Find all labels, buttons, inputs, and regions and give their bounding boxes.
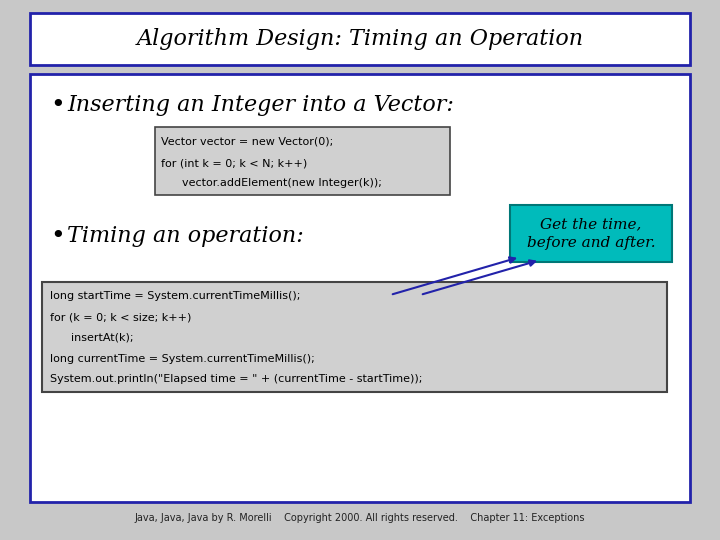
Text: Java, Java, Java by R. Morelli    Copyright 2000. All rights reserved.    Chapte: Java, Java, Java by R. Morelli Copyright…: [135, 513, 585, 523]
Bar: [42, 282, 667, 392]
Text: •: •: [50, 93, 65, 117]
Text: long startTime = System.currentTimeMillis();: long startTime = System.currentTimeMilli…: [50, 291, 300, 301]
Text: long currentTime = System.currentTimeMillis();: long currentTime = System.currentTimeMil…: [50, 354, 315, 364]
Text: System.out.println("Elapsed time = " + (currentTime - startTime));: System.out.println("Elapsed time = " + (…: [50, 374, 423, 384]
Bar: [30, 74, 690, 502]
Text: insertAt(k);: insertAt(k);: [50, 333, 133, 343]
Text: Inserting an Integer into a Vector:: Inserting an Integer into a Vector:: [67, 94, 454, 116]
Text: Vector vector = new Vector(0);: Vector vector = new Vector(0);: [161, 137, 333, 147]
Bar: [510, 205, 672, 262]
Text: for (int k = 0; k < N; k++): for (int k = 0; k < N; k++): [161, 159, 307, 169]
Bar: [30, 13, 690, 65]
Text: for (k = 0; k < size; k++): for (k = 0; k < size; k++): [50, 313, 192, 323]
Text: vector.addElement(new Integer(k));: vector.addElement(new Integer(k));: [161, 178, 382, 188]
Bar: [155, 127, 450, 195]
Text: Timing an operation:: Timing an operation:: [67, 225, 304, 247]
Text: •: •: [50, 224, 65, 248]
Text: Get the time,
before and after.: Get the time, before and after.: [527, 217, 655, 249]
Text: Algorithm Design: Timing an Operation: Algorithm Design: Timing an Operation: [136, 28, 584, 50]
